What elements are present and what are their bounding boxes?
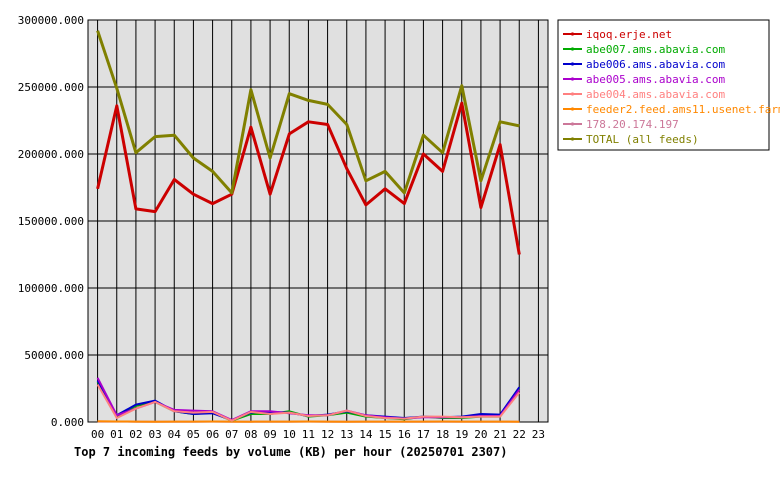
x-tick-label: 17 bbox=[417, 428, 430, 441]
x-tick-label: 19 bbox=[455, 428, 468, 441]
x-tick-label: 10 bbox=[283, 428, 296, 441]
x-tick-label: 22 bbox=[513, 428, 526, 441]
x-axis-ticks: 00 01 02 03 04 05 06 07 08 09 10 11 12 13 14 15 16 17 18 19… bbox=[91, 428, 545, 441]
chart-title: Top 7 incoming feeds by volume (KB) per … bbox=[74, 445, 507, 459]
legend-marker bbox=[571, 122, 574, 125]
legend: iqoq.erje.net abe007.ams.abavia.com abe006… bbox=[558, 20, 780, 150]
x-tick-label: 20 bbox=[474, 428, 487, 441]
x-tick-label: 04 bbox=[168, 428, 182, 441]
y-tick-label: 100000.000 bbox=[18, 282, 84, 295]
x-tick-label: 23 bbox=[532, 428, 545, 441]
x-tick-label: 01 bbox=[110, 428, 123, 441]
x-tick-label: 05 bbox=[187, 428, 200, 441]
legend-label: abe004.ams.abavia.com bbox=[586, 88, 725, 101]
x-tick-label: 03 bbox=[148, 428, 161, 441]
y-axis-ticks: 0.000 50000.000 100000.000 150000.000 200000… bbox=[18, 14, 84, 429]
y-tick-label: 200000.000 bbox=[18, 148, 84, 161]
y-tick-label: 250000.000 bbox=[18, 81, 84, 94]
legend-marker bbox=[571, 92, 574, 95]
legend-marker bbox=[571, 107, 574, 110]
y-tick-label: 50000.000 bbox=[24, 349, 84, 362]
y-tick-label: 0.000 bbox=[51, 416, 84, 429]
legend-marker bbox=[571, 137, 574, 140]
legend-marker bbox=[571, 32, 574, 35]
legend-label: iqoq.erje.net bbox=[586, 28, 672, 41]
x-tick-label: 18 bbox=[436, 428, 449, 441]
x-tick-label: 09 bbox=[263, 428, 276, 441]
x-tick-label: 08 bbox=[244, 428, 257, 441]
legend-label: abe005.ams.abavia.com bbox=[586, 73, 725, 86]
y-tick-label: 300000.000 bbox=[18, 14, 84, 27]
legend-label: abe007.ams.abavia.com bbox=[586, 43, 725, 56]
legend-marker bbox=[571, 62, 574, 65]
legend-marker bbox=[571, 77, 574, 80]
legend-label: abe006.ams.abavia.com bbox=[586, 58, 725, 71]
x-tick-label: 11 bbox=[302, 428, 315, 441]
x-tick-label: 16 bbox=[398, 428, 411, 441]
x-tick-label: 07 bbox=[225, 428, 238, 441]
legend-label: feeder2.feed.ams11.usenet.farm bbox=[586, 103, 780, 116]
x-tick-label: 15 bbox=[378, 428, 391, 441]
x-tick-label: 14 bbox=[359, 428, 373, 441]
legend-label: TOTAL (all feeds) bbox=[586, 133, 699, 146]
x-tick-label: 21 bbox=[493, 428, 506, 441]
legend-label: 178.20.174.197 bbox=[586, 118, 679, 131]
y-tick-label: 150000.000 bbox=[18, 215, 84, 228]
x-tick-label: 12 bbox=[321, 428, 334, 441]
x-tick-label: 13 bbox=[340, 428, 353, 441]
x-tick-label: 06 bbox=[206, 428, 219, 441]
x-tick-label: 02 bbox=[129, 428, 142, 441]
x-tick-label: 00 bbox=[91, 428, 104, 441]
legend-marker bbox=[571, 47, 574, 50]
